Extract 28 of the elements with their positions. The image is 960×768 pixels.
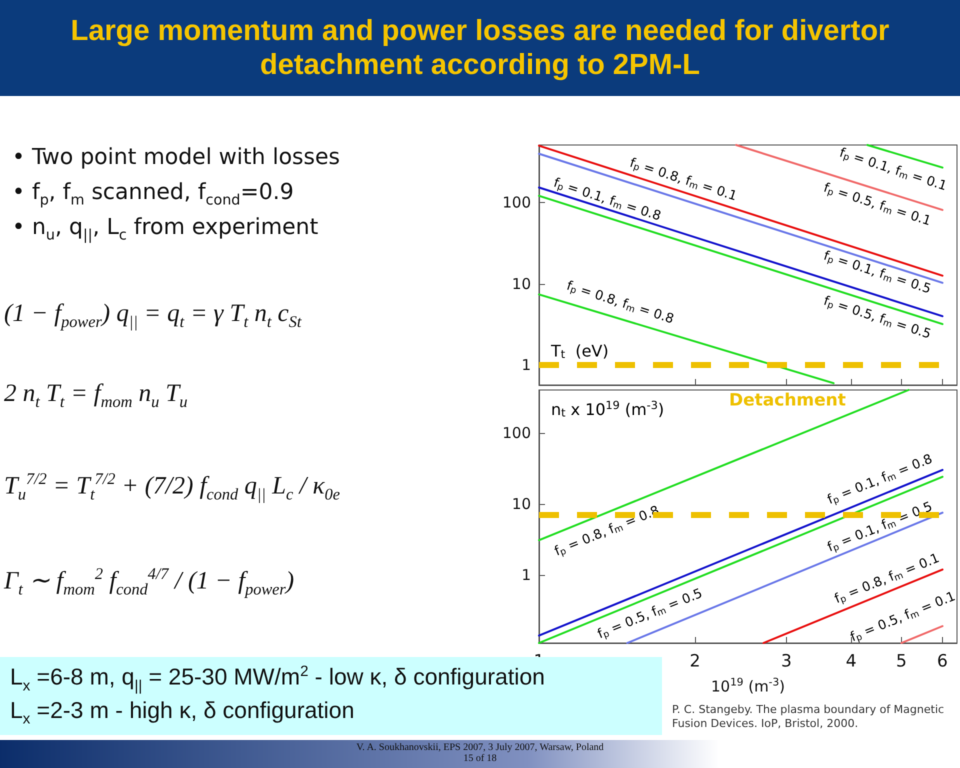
annotation: fp = 0.5, fm = 0.5 bbox=[596, 586, 705, 642]
annotation: Detachment bbox=[729, 390, 846, 410]
text: • f$_{p}$, f$_{m}$ scanned, f$_{cond}$=0.9 bbox=[12, 180, 294, 208]
text: T$_{u}$$^{7/2}$ = T$_{t}$$^{7/2}$ + (7/2) f$_{cond}$ q$_{||}$ L$_{c}$ / κ$_{0e}$ bbox=[4, 470, 340, 504]
y-tick-label: 10 bbox=[512, 494, 531, 513]
annotation: fp = 0.8, fm = 0.8 bbox=[564, 278, 676, 328]
x-tick-label: 6 bbox=[937, 652, 948, 672]
y-tick-label: 10 bbox=[512, 274, 531, 293]
y-tick-label: 1 bbox=[521, 566, 531, 584]
y-tick-label: 100 bbox=[502, 194, 531, 212]
y-tick-label: 1 bbox=[521, 356, 531, 374]
chart-title: Large momentum and power losses are needed for divertor detachment according to 2PM-L bbox=[0, 0, 960, 96]
text: 2 n$_{t}$ T$_{t}$ = f$_{mom}$ n$_{u}$ T$_{u}$ bbox=[4, 380, 188, 411]
text: L$_{x}$ =2-3 m - high κ, δ configuration bbox=[10, 697, 354, 728]
text: • Two point model with losses bbox=[12, 145, 340, 170]
x-tick-label: 3 bbox=[780, 652, 792, 672]
text: L$_{x}$ =6-8 m, q$_{||}$ = 25-30 MW/m$^{2}$ - low κ, δ configuration bbox=[10, 663, 545, 694]
x-tick-label: 5 bbox=[896, 652, 907, 672]
text: V. A. Soukhanovskii, EPS 2007, 3 July 2007, Warsaw, Poland bbox=[355, 742, 605, 753]
y-tick-label: 100 bbox=[502, 424, 531, 442]
x-tick-label: 2 bbox=[690, 652, 700, 672]
annotation: fp = 0.5, fm = 0.5 bbox=[822, 294, 933, 342]
text: • n$_{u}$, q$_{||}$, L$_{c}$ from experiment bbox=[12, 215, 318, 244]
text: 15 of 18 bbox=[462, 753, 498, 764]
text: Γ$_{t}$ ∼ f$_{mom}$$^{2}$ f$_{cond}$$^{4/7}$ / (1 − f$_{power}$) bbox=[4, 565, 294, 598]
text: P. C. Stangeby. The plasma boundary of Magnetic Fusion Devices. IoP, Bristol, 2000. bbox=[672, 703, 946, 731]
text: (1 − f$_{power}$) q$_{||}$ = q$_{t}$ = γ T$_{t}$ n$_{t}$ c$_{St}$ bbox=[4, 300, 302, 331]
x-tick-label: 4 bbox=[846, 652, 857, 672]
